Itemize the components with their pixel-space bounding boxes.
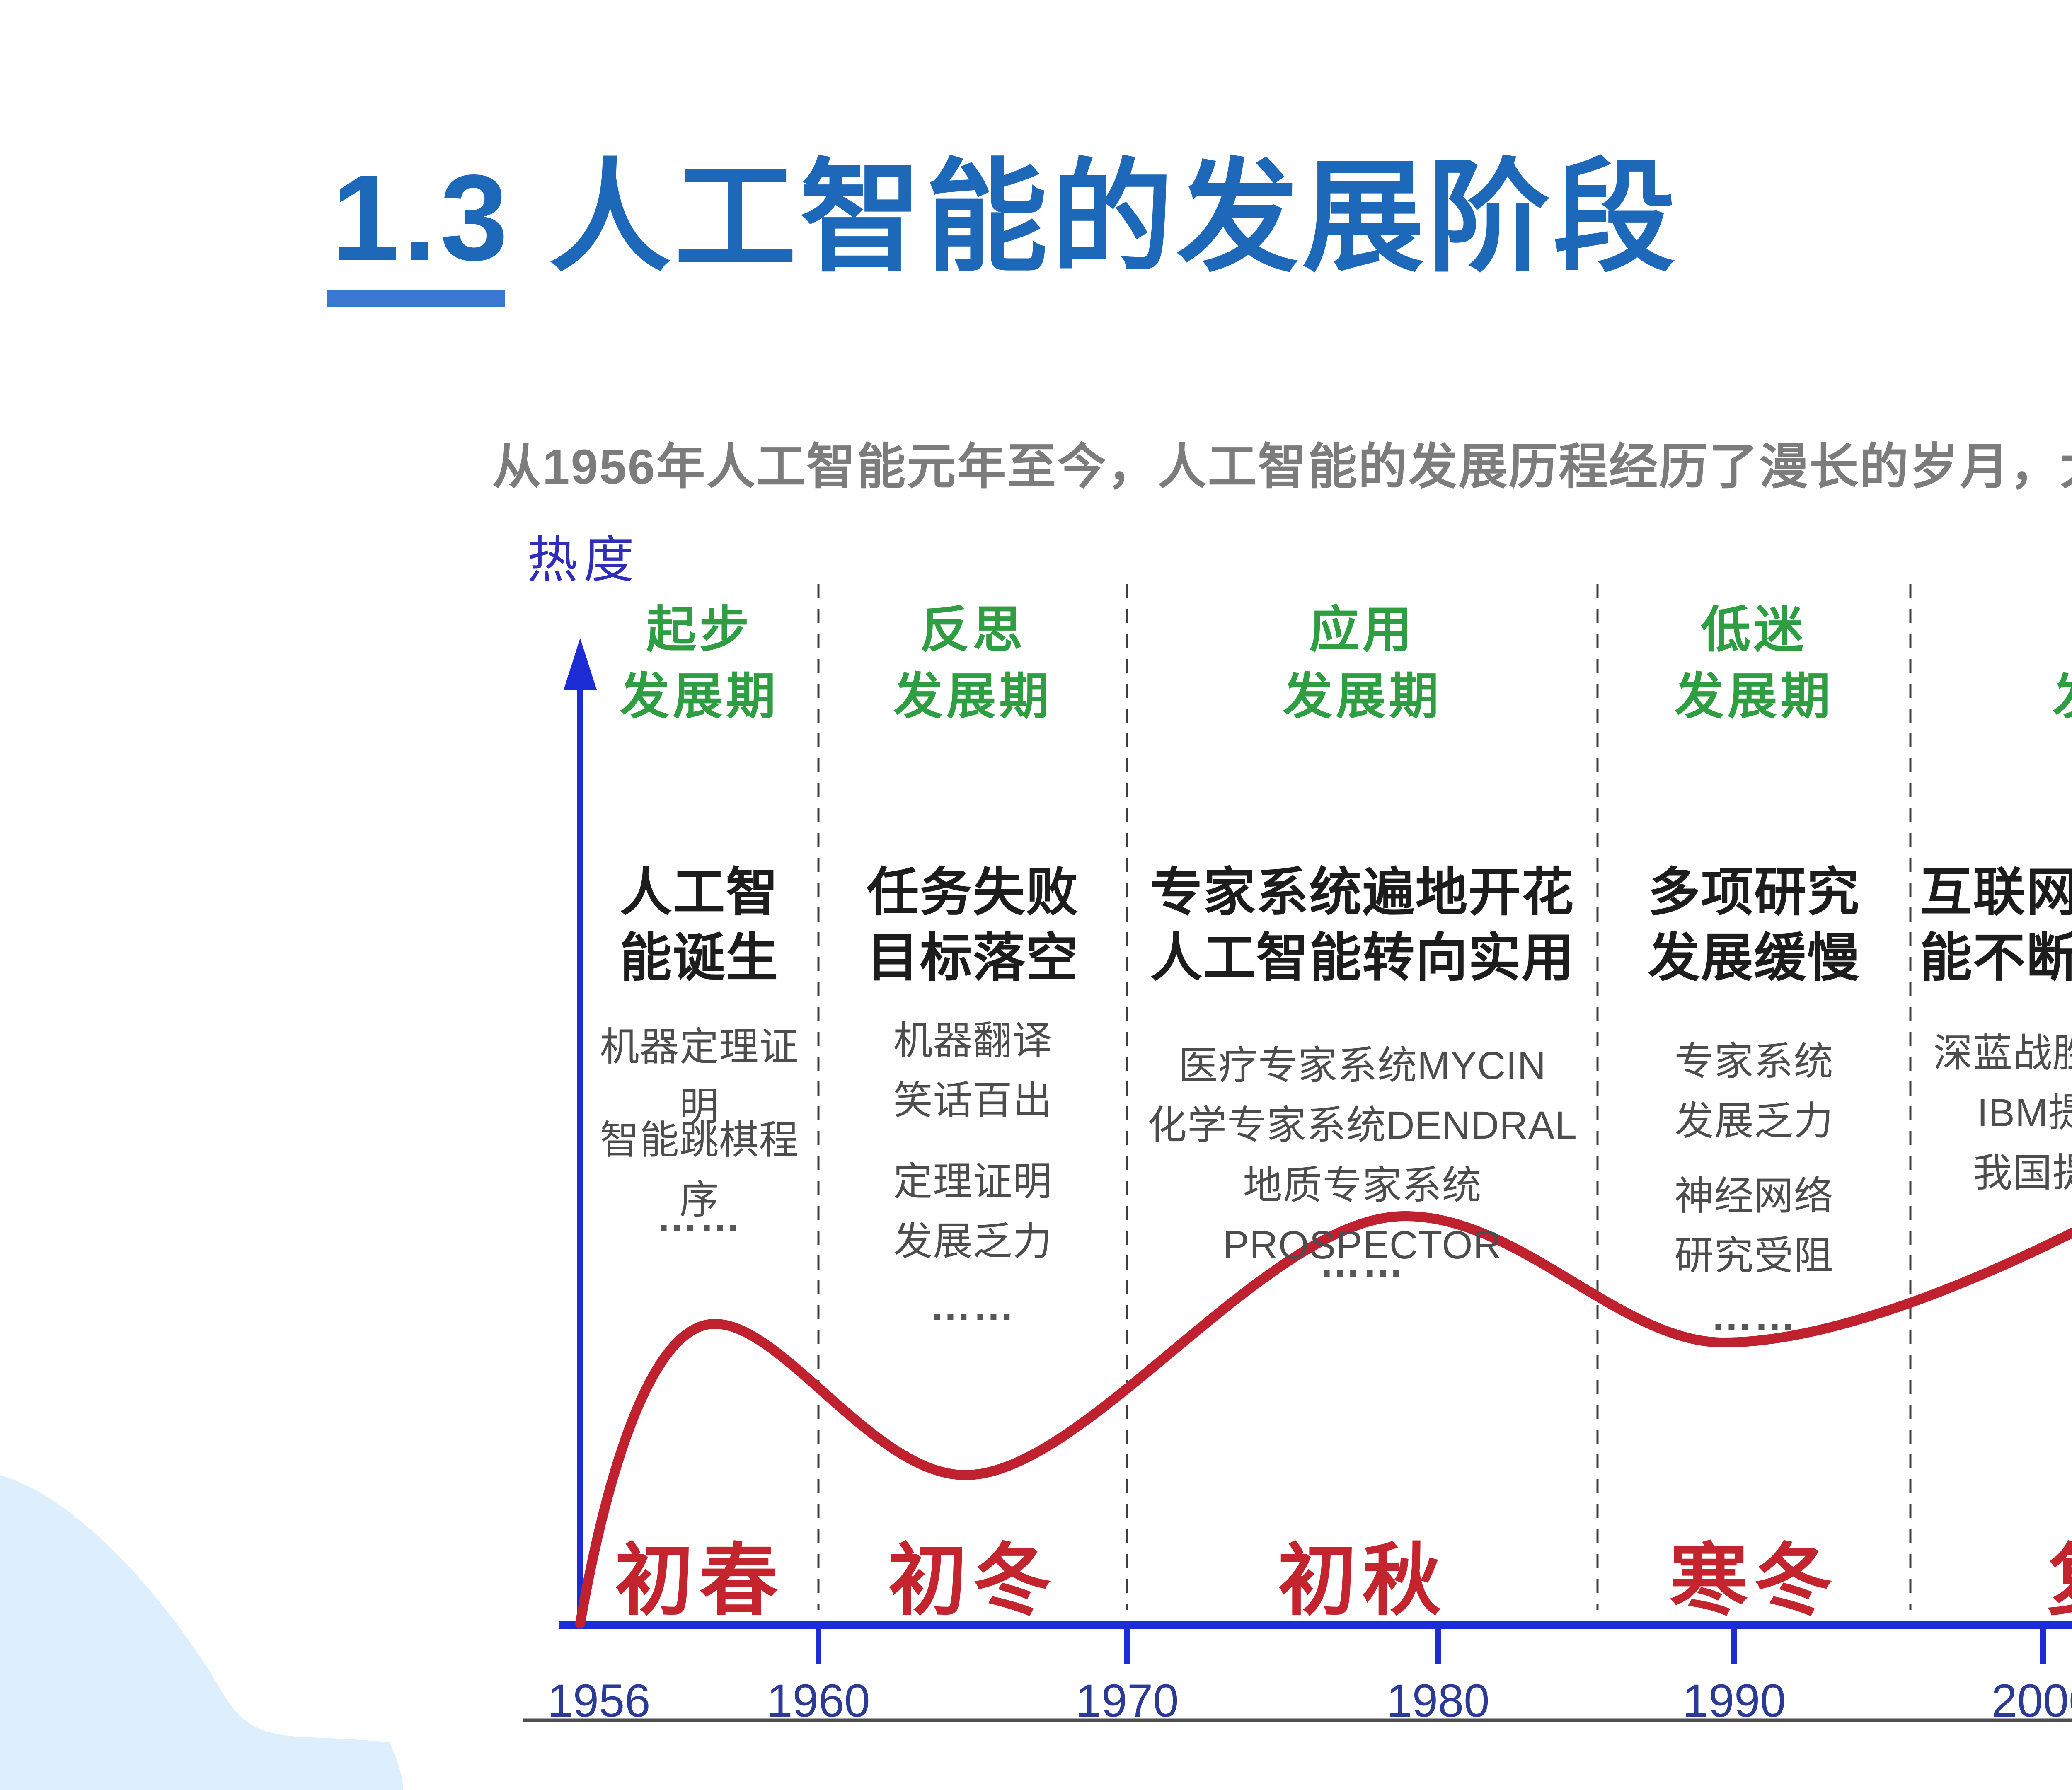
stage-name: 起步 发展期: [620, 602, 779, 724]
x-tick-1956: 1956: [547, 1675, 651, 1727]
ellipsis-text: ……: [929, 1283, 1016, 1329]
ellipsis-text: ……: [1319, 1239, 1406, 1286]
x-tick-1990: 1990: [1682, 1675, 1786, 1727]
stage-name: 应用 发展期: [1283, 602, 1442, 724]
stage-detail: 定理证明 发展乏力: [893, 1160, 1053, 1264]
slide-subtitle: 从1956年人工智能元年至今，人工智能的发展历程经历了漫长的岁月，大致可以划分为…: [492, 440, 2072, 494]
stage-season-label: 初秋: [1278, 1537, 1447, 1625]
stage-detail: 机器定理证明: [600, 1025, 799, 1129]
stage-column-5: 稳步 发展期 互联网推动人工智 能不断创新和实用 深蓝战胜国际象棋冠军 IBM提…: [1910, 0, 2072, 1790]
stage-column-3: 应用 发展期 专家系统遍地开花 人工智能转向实用 医疗专家系统MYCIN 化学专…: [1127, 0, 1598, 1790]
stage-detail: 智能跳棋程序: [600, 1118, 799, 1222]
x-tick-1980: 1980: [1386, 1675, 1490, 1727]
stage-column-2: 反思 发展期 任务失败 目标落空 机器翻译 笑话百出 定理证明 发展乏力 …… …: [818, 0, 1127, 1790]
x-tick-2000: 2000: [1991, 1675, 2072, 1727]
x-axis: [559, 1621, 2072, 1664]
stage-divider-lines: [817, 584, 1912, 1610]
ellipsis-text: ……: [1711, 1293, 1797, 1340]
x-tick-1960: 1960: [767, 1675, 870, 1727]
stage-headline: 任务失败 目标落空: [867, 863, 1079, 987]
y-axis-label: 热度: [527, 532, 640, 588]
stage-detail: 专家系统 发展乏力: [1674, 1040, 1834, 1144]
x-axis-ticks: [816, 1628, 2046, 1664]
stage-name: 低迷 发展期: [1674, 602, 1834, 724]
x-tick-1970: 1970: [1075, 1675, 1179, 1727]
stage-headline: 互联网推动人工智 能不断创新和实用: [1920, 863, 2072, 987]
stage-detail: 医疗专家系统MYCIN 化学专家系统DENDRAL 地质专家系统PROSPECT…: [1147, 1044, 1577, 1268]
stage-season-label: 寒冬: [1669, 1537, 1839, 1625]
stage-column-4: 低迷 发展期 多项研究 发展缓慢 专家系统 发展乏力 神经网络 研究受阻 …… …: [1598, 0, 1910, 1790]
stage-name: 反思 发展期: [893, 602, 1053, 724]
heat-curve: [575, 1211, 2072, 1628]
stage-name: 稳步 发展期: [1910, 597, 2072, 730]
stage-detail: 深蓝战胜国际象棋冠军 IBM提出智慧地球 我国提出感知中国: [1933, 1031, 2072, 1195]
ellipsis-text: ……: [656, 1194, 743, 1240]
stage-headline: 人工智 能诞生: [620, 863, 779, 987]
page-title: 1.3 人工智能的发展阶段: [332, 149, 1679, 286]
title-underline: [327, 290, 505, 307]
stage-season-label: 初冬: [888, 1537, 1058, 1625]
ellipsis-text: ……: [1910, 1214, 2072, 1262]
stage-column-1: 起步 发展期 人工智 能诞生 机器定理证明 智能跳棋程序 …… 初春: [580, 0, 818, 1790]
stage-detail: 机器翻译 笑话百出: [893, 1019, 1053, 1123]
y-axis: [564, 638, 597, 1628]
stage-headline: 多项研究 发展缓慢: [1648, 863, 1860, 987]
stage-season-label: 初春: [615, 1537, 784, 1625]
stage-headline: 专家系统遍地开花 人工智能转向实用: [1150, 863, 1575, 987]
stage-season-label: 复苏: [1910, 1517, 2072, 1630]
stage-detail: 神经网络 研究受阻: [1674, 1174, 1834, 1278]
